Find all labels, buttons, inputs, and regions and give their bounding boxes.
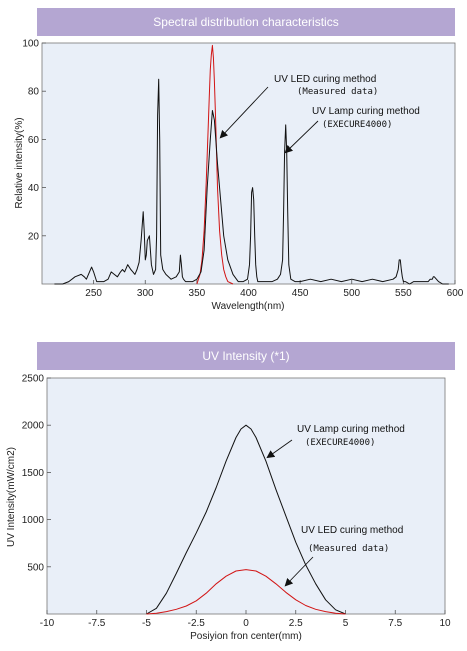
c1-x-tick-label: 350 [189, 288, 206, 299]
chart1-title-banner: Spectral distribution characteristics [37, 8, 455, 36]
c2-x-tick-label: 10 [439, 618, 451, 629]
chart2-title-banner: UV Intensity (*1) [37, 342, 455, 370]
c2-x-tick-label: 7.5 [388, 618, 402, 629]
c2-x-tick-label: 5 [343, 618, 349, 629]
chart2-title: UV Intensity (*1) [202, 349, 290, 363]
chart1-annotation-lamp-line2: (EXECURE4000) [322, 120, 392, 130]
c1-y-tick-label: 40 [28, 183, 40, 194]
c1-x-tick-label: 500 [343, 288, 360, 299]
c1-y-tick-label: 80 [28, 87, 40, 98]
c2-y-tick-label: 2000 [22, 421, 45, 432]
c1-x-tick-label: 450 [292, 288, 309, 299]
c2-x-tick-label: -5 [142, 618, 151, 629]
c1-y-tick-label: 100 [22, 39, 39, 50]
chart1-x-axis-label: Wavelength(nm) [212, 301, 285, 312]
chart1-y-axis: 20 40 60 80 100 [22, 39, 46, 242]
chart2-y-axis-label: UV Intensity(mW/cm2) [6, 447, 17, 547]
c1-x-tick-label: 300 [137, 288, 154, 299]
chart1-annotation-lamp-arrow [284, 120, 319, 154]
chart2-annotation-led-line2: (Measured data) [308, 544, 389, 554]
chart2-x-axis: -10 -7.5 -5 -2.5 0 2.5 5 7.5 10 [40, 610, 451, 629]
chart1-annotation-led-line2: (Measured data) [297, 87, 378, 97]
chart2-y-axis: 500 1000 1500 2000 2500 [22, 374, 51, 573]
c1-y-tick-label: 60 [28, 135, 40, 146]
c1-x-tick-label: 400 [240, 288, 257, 299]
chart1-y-axis-label: Relative intensity(%) [14, 117, 25, 208]
chart2-annotation-lamp-line1: UV Lamp curing method [297, 424, 405, 435]
c2-y-tick-label: 1500 [22, 468, 45, 479]
chart2-annotation-lamp-line2: (EXECURE4000) [305, 438, 375, 448]
chart2-annotation-led-arrow [284, 556, 314, 587]
c2-y-tick-label: 500 [27, 562, 44, 573]
c2-series-line-2 [146, 569, 346, 615]
chart1-title: Spectral distribution characteristics [153, 15, 339, 29]
c2-x-tick-label: 0 [243, 618, 249, 629]
c1-series-line-1 [196, 44, 234, 285]
chart2-annotation-lamp-arrow [266, 439, 293, 459]
c2-x-tick-label: -7.5 [88, 618, 106, 629]
chart2-plot-area [46, 377, 446, 615]
c2-y-tick-label: 1000 [22, 515, 45, 526]
chart1-annotation-lamp-line1: UV Lamp curing method [312, 106, 420, 117]
chart2-x-axis-label: Posiyion fron center(mm) [190, 631, 302, 642]
c1-x-tick-label: 600 [447, 288, 464, 299]
chart1-series-group [54, 44, 449, 285]
chart1-x-axis: 250 300 350 400 450 500 550 600 [85, 280, 464, 299]
chart1-annotation-led-arrow [219, 86, 269, 139]
c2-x-tick-label: -10 [40, 618, 55, 629]
c1-x-tick-label: 250 [85, 288, 102, 299]
chart2-series-group [146, 424, 346, 615]
chart2-annotation-led-line1: UV LED curing method [301, 525, 403, 536]
chart1-plot-area [41, 42, 456, 285]
chart1-annotation-led-line1: UV LED curing method [274, 74, 376, 85]
c2-x-tick-label: -2.5 [188, 618, 206, 629]
c2-series-line-1 [146, 424, 346, 615]
c1-series-line-2 [54, 78, 449, 285]
c2-y-tick-label: 2500 [22, 374, 45, 385]
c1-x-tick-label: 550 [395, 288, 412, 299]
c2-x-tick-label: 2.5 [289, 618, 303, 629]
c1-y-tick-label: 20 [28, 231, 40, 242]
